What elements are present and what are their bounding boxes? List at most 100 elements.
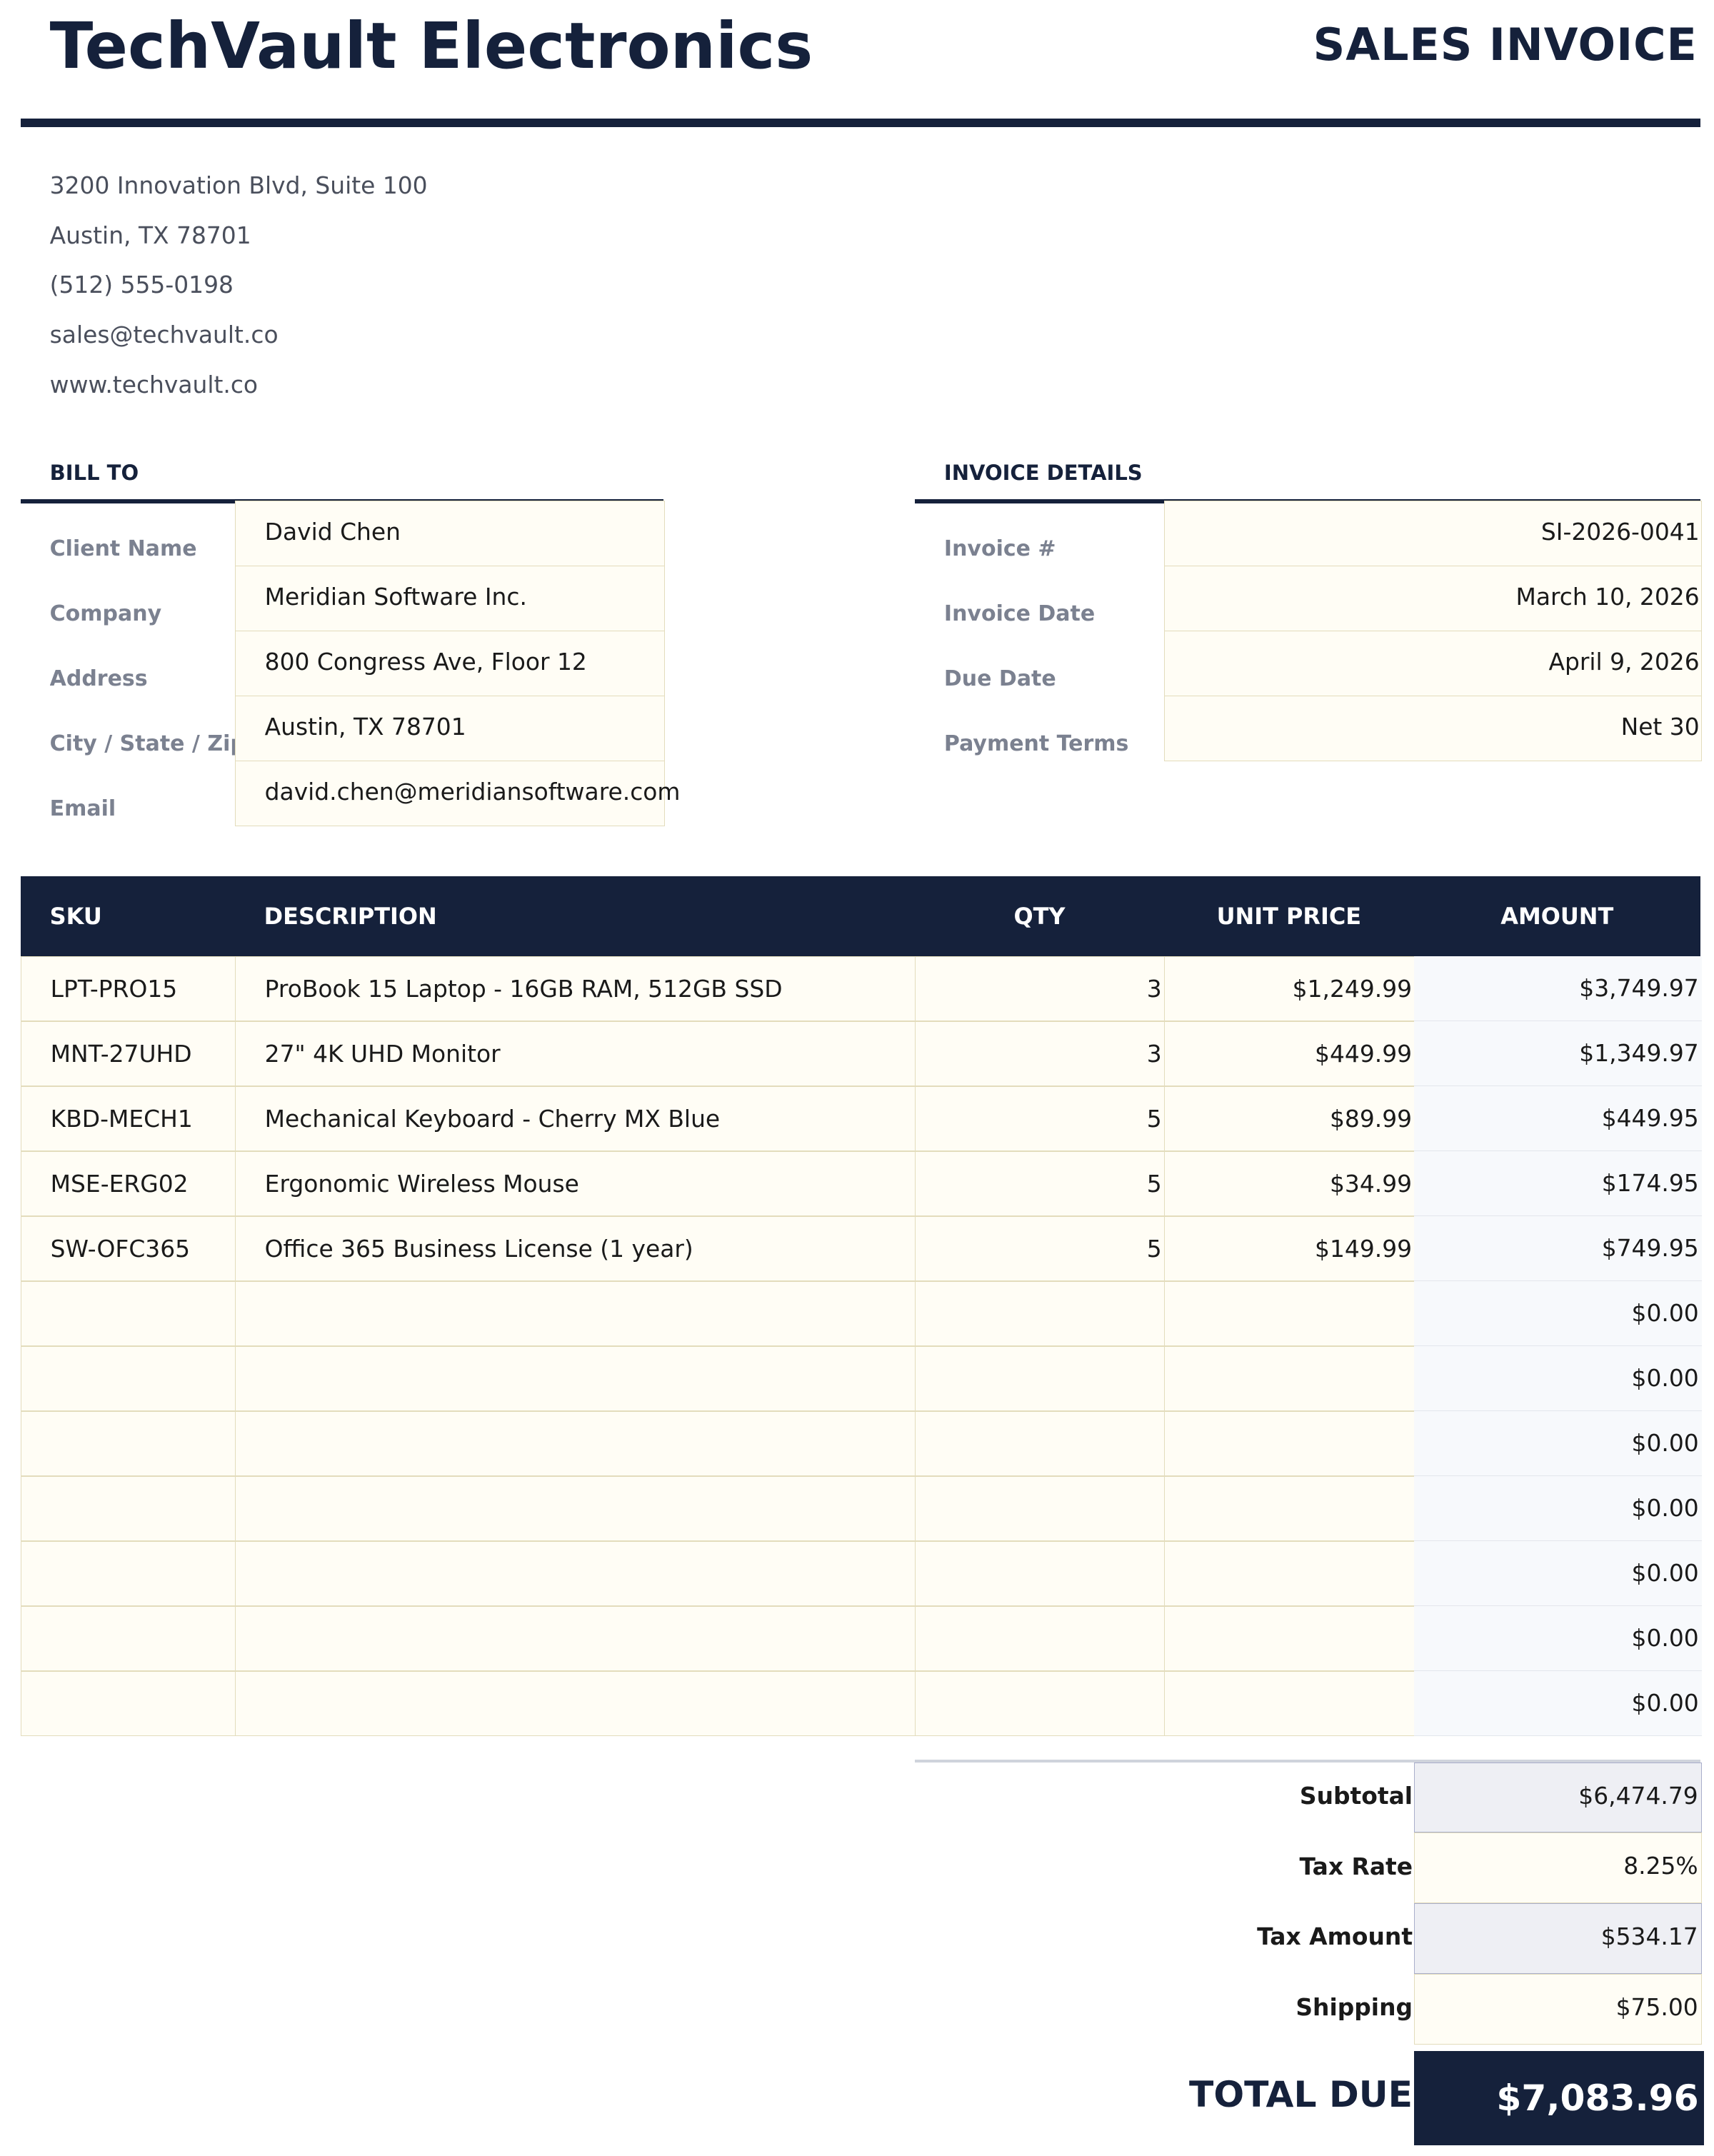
bill-to-value: David Chen: [264, 517, 401, 546]
amount-cell: $0.00: [1413, 1281, 1702, 1347]
description-cell[interactable]: [235, 1476, 917, 1542]
amount-cell: $1,349.97: [1413, 1021, 1702, 1087]
qty-cell[interactable]: 5: [915, 1151, 1166, 1217]
amount-cell: $0.00: [1413, 1606, 1702, 1671]
invoice-detail-value: Net 30: [1620, 712, 1700, 741]
qty-cell[interactable]: [915, 1670, 1166, 1736]
col-qty: QTY: [1013, 903, 1066, 931]
amount-cell: $0.00: [1413, 1411, 1702, 1477]
bill-to-value: david.chen@meridiansoftware.com: [264, 777, 681, 806]
amount-cell: $749.95: [1413, 1216, 1702, 1282]
invoice-detail-label: Invoice Date: [943, 601, 1096, 626]
seller-city: Austin, TX 78701: [49, 221, 251, 249]
col-description: DESCRIPTION: [264, 903, 437, 931]
amount-cell: $0.00: [1413, 1541, 1702, 1606]
qty-cell[interactable]: [915, 1476, 1166, 1542]
description-cell[interactable]: [235, 1411, 917, 1477]
sku-cell[interactable]: [21, 1476, 236, 1542]
items-table-header: SKU DESCRIPTION QTY UNIT PRICE AMOUNT: [21, 876, 1700, 957]
sku-cell[interactable]: MNT-27UHD: [21, 1021, 236, 1087]
invoice-detail-field[interactable]: March 10, 2026: [1163, 565, 1702, 632]
invoice-detail-field[interactable]: April 9, 2026: [1163, 630, 1702, 697]
totals-rule: [915, 1759, 1700, 1763]
description-cell[interactable]: [235, 1541, 917, 1606]
qty-cell[interactable]: [915, 1541, 1166, 1606]
invoice-detail-value: March 10, 2026: [1515, 582, 1700, 611]
amount-cell: $449.95: [1413, 1086, 1702, 1152]
invoice-detail-field[interactable]: SI-2026-0041: [1163, 500, 1702, 567]
tax-amount-label: Tax Amount: [1257, 1922, 1413, 1951]
seller-phone: (512) 555-0198: [49, 271, 234, 299]
unit-price-cell[interactable]: $89.99: [1163, 1086, 1415, 1152]
sku-cell[interactable]: [21, 1670, 236, 1736]
description-cell[interactable]: Ergonomic Wireless Mouse: [235, 1151, 917, 1217]
unit-price-cell[interactable]: [1163, 1411, 1415, 1477]
bill-to-field[interactable]: David Chen: [235, 500, 665, 567]
qty-cell[interactable]: [915, 1606, 1166, 1671]
subtotal-label: Subtotal: [1299, 1781, 1413, 1810]
bill-to-field[interactable]: Austin, TX 78701: [235, 695, 665, 762]
sku-cell[interactable]: [21, 1281, 236, 1347]
description-cell[interactable]: [235, 1346, 917, 1412]
bill-to-label: Address: [49, 666, 148, 691]
description-cell[interactable]: Mechanical Keyboard - Cherry MX Blue: [235, 1086, 917, 1152]
sku-cell[interactable]: [21, 1411, 236, 1477]
description-cell[interactable]: ProBook 15 Laptop - 16GB RAM, 512GB SSD: [235, 956, 917, 1022]
sku-cell[interactable]: [21, 1541, 236, 1606]
qty-cell[interactable]: [915, 1346, 1166, 1412]
amount-cell: $0.00: [1413, 1670, 1702, 1736]
seller-email: sales@techvault.co: [49, 321, 279, 349]
qty-cell[interactable]: 3: [915, 1021, 1166, 1087]
unit-price-cell[interactable]: [1163, 1346, 1415, 1412]
shipping-label: Shipping: [1295, 1992, 1413, 2021]
qty-cell[interactable]: 3: [915, 956, 1166, 1022]
description-cell[interactable]: [235, 1670, 917, 1736]
bill-to-field[interactable]: 800 Congress Ave, Floor 12: [235, 630, 665, 697]
qty-cell[interactable]: 5: [915, 1216, 1166, 1282]
unit-price-cell[interactable]: $1,249.99: [1163, 956, 1415, 1022]
bill-to-label: City / State / Zip: [49, 731, 236, 756]
bill-to-heading: BILL TO: [49, 460, 139, 485]
description-cell[interactable]: Office 365 Business License (1 year): [235, 1216, 917, 1282]
qty-cell[interactable]: 5: [915, 1086, 1166, 1152]
invoice-detail-label: Due Date: [943, 666, 1056, 691]
sku-cell[interactable]: MSE-ERG02: [21, 1151, 236, 1217]
seller-address: 3200 Innovation Blvd, Suite 100: [49, 171, 428, 199]
shipping-input[interactable]: $75.00: [1413, 1973, 1702, 2045]
company-name: TechVault Electronics: [49, 8, 813, 83]
invoice-detail-label: Invoice #: [943, 536, 1056, 561]
bill-to-label: Company: [49, 601, 162, 626]
seller-website: www.techvault.co: [49, 370, 259, 398]
qty-cell[interactable]: [915, 1411, 1166, 1477]
bill-to-label: Client Name: [49, 536, 197, 561]
description-cell[interactable]: 27" 4K UHD Monitor: [235, 1021, 917, 1087]
qty-cell[interactable]: [915, 1281, 1166, 1347]
bill-to-value: Meridian Software Inc.: [264, 582, 527, 611]
sku-cell[interactable]: LPT-PRO15: [21, 956, 236, 1022]
sku-cell[interactable]: [21, 1606, 236, 1671]
tax-amount-value: $534.17: [1413, 1903, 1702, 1974]
unit-price-cell[interactable]: $149.99: [1163, 1216, 1415, 1282]
amount-cell: $0.00: [1413, 1476, 1702, 1542]
unit-price-cell[interactable]: $34.99: [1163, 1151, 1415, 1217]
unit-price-cell[interactable]: [1163, 1606, 1415, 1671]
subtotal-value: $6,474.79: [1413, 1762, 1702, 1833]
invoice-detail-value: SI-2026-0041: [1540, 517, 1700, 546]
bill-to-field[interactable]: david.chen@meridiansoftware.com: [235, 760, 680, 827]
sku-cell[interactable]: KBD-MECH1: [21, 1086, 236, 1152]
unit-price-cell[interactable]: $449.99: [1163, 1021, 1415, 1087]
unit-price-cell[interactable]: [1163, 1541, 1415, 1606]
unit-price-cell[interactable]: [1163, 1281, 1415, 1347]
tax-rate-input[interactable]: 8.25%: [1413, 1832, 1702, 1904]
sku-cell[interactable]: SW-OFC365: [21, 1216, 236, 1282]
sku-cell[interactable]: [21, 1346, 236, 1412]
bill-to-field[interactable]: Meridian Software Inc.: [235, 565, 665, 632]
unit-price-cell[interactable]: [1163, 1670, 1415, 1736]
description-cell[interactable]: [235, 1281, 917, 1347]
invoice-details-heading: INVOICE DETAILS: [943, 460, 1143, 485]
unit-price-cell[interactable]: [1163, 1476, 1415, 1542]
tax-rate-label: Tax Rate: [1299, 1852, 1413, 1880]
description-cell[interactable]: [235, 1606, 917, 1671]
invoice-detail-field[interactable]: Net 30: [1163, 695, 1702, 762]
col-amount: AMOUNT: [1500, 903, 1614, 931]
